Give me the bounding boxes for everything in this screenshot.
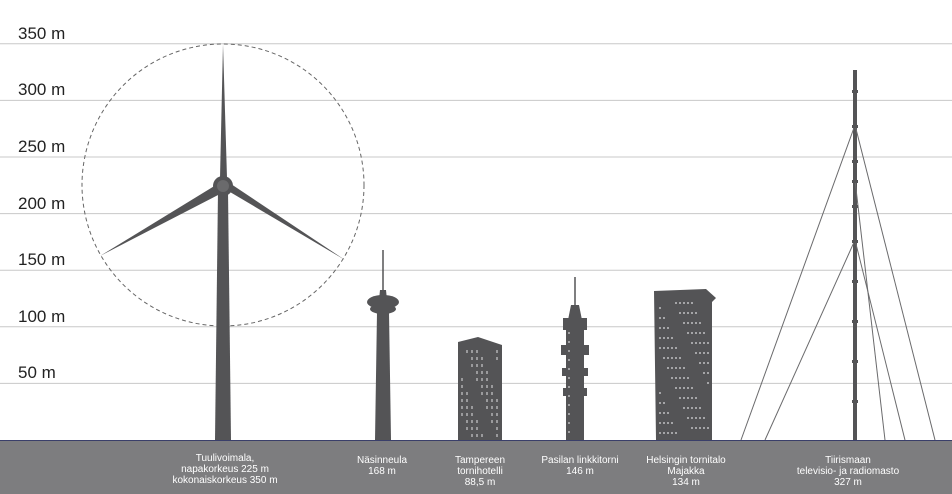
turbine-blade [220, 44, 227, 178]
tick-label: 150 m [18, 250, 66, 270]
tornihotelli-building [458, 337, 502, 440]
ground-strip [0, 440, 952, 494]
caption-nasinneula: Näsinneula 168 m [356, 455, 408, 477]
turbine-tower [215, 190, 231, 440]
pasila-tower [561, 277, 589, 440]
caption-tornihotelli: Tampereen tornihotelli 88,5 m [454, 455, 506, 488]
rotor-sweep-circle [81, 43, 365, 327]
caption-pasila-tower: Pasilan linkkitorni 146 m [541, 455, 619, 477]
tick-label: 350 m [18, 23, 66, 43]
wind-turbine [81, 43, 365, 440]
turbine-blade [100, 185, 220, 256]
caption-wind-turbine: Tuulivoimala, napakorkeus 225 m kokonais… [172, 453, 278, 486]
tick-label: 50 m [18, 363, 56, 383]
turbine-blade [228, 182, 345, 260]
caption-tiirismaa-mast: Tiirismaan televisio- ja radiomasto 327 … [796, 455, 900, 488]
caption-majakka: Helsingin tornitalo Majakka 134 m [646, 455, 726, 488]
majakka-building [654, 289, 716, 440]
tiirismaa-mast [740, 70, 936, 441]
tick-label: 300 m [18, 80, 66, 100]
tick-label: 200 m [18, 193, 66, 213]
tick-label: 250 m [18, 137, 66, 156]
nasinneula-tower [367, 250, 399, 440]
tick-label: 100 m [18, 306, 66, 326]
